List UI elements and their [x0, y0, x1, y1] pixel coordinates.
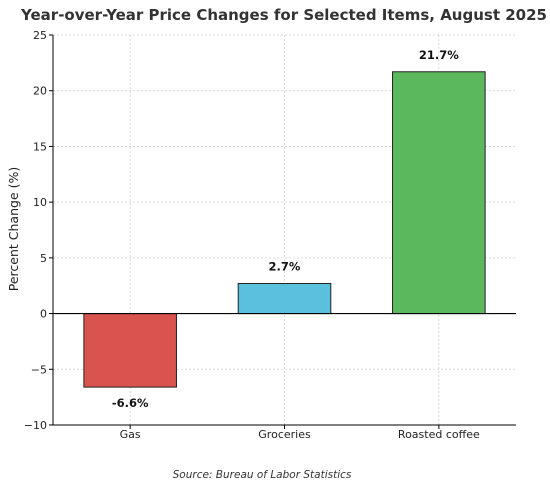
y-tick-label: 5	[40, 252, 47, 265]
data-label: 21.7%	[419, 48, 459, 62]
y-tick-label: 10	[33, 196, 47, 209]
y-axis-ticks: 25 20 15 10 5 0 −5 −10	[24, 29, 53, 432]
y-tick-label: −5	[31, 363, 47, 376]
y-tick-label: 0	[40, 308, 47, 321]
data-label: 2.7%	[269, 259, 301, 273]
x-tick-label: Roasted coffee	[398, 428, 480, 441]
y-tick-label: 20	[33, 85, 47, 98]
data-labels: -6.6% 2.7% 21.7%	[112, 48, 459, 410]
x-axis-ticks: Gas Groceries Roasted coffee	[120, 425, 480, 441]
bar	[237, 282, 332, 315]
bar	[392, 71, 486, 315]
y-tick-label: 15	[33, 140, 47, 153]
chart-title: Year-over-Year Price Changes for Selecte…	[20, 6, 547, 24]
y-axis-label: Percent Change (%)	[6, 167, 21, 291]
bars	[83, 71, 486, 388]
x-tick-label: Gas	[120, 428, 141, 441]
y-tick-label: −10	[24, 419, 47, 432]
y-tick-label: 25	[33, 29, 47, 42]
source-note: Source: Bureau of Labor Statistics	[173, 469, 352, 481]
bar	[83, 313, 177, 388]
x-tick-label: Groceries	[258, 428, 311, 441]
data-label: -6.6%	[112, 396, 149, 410]
